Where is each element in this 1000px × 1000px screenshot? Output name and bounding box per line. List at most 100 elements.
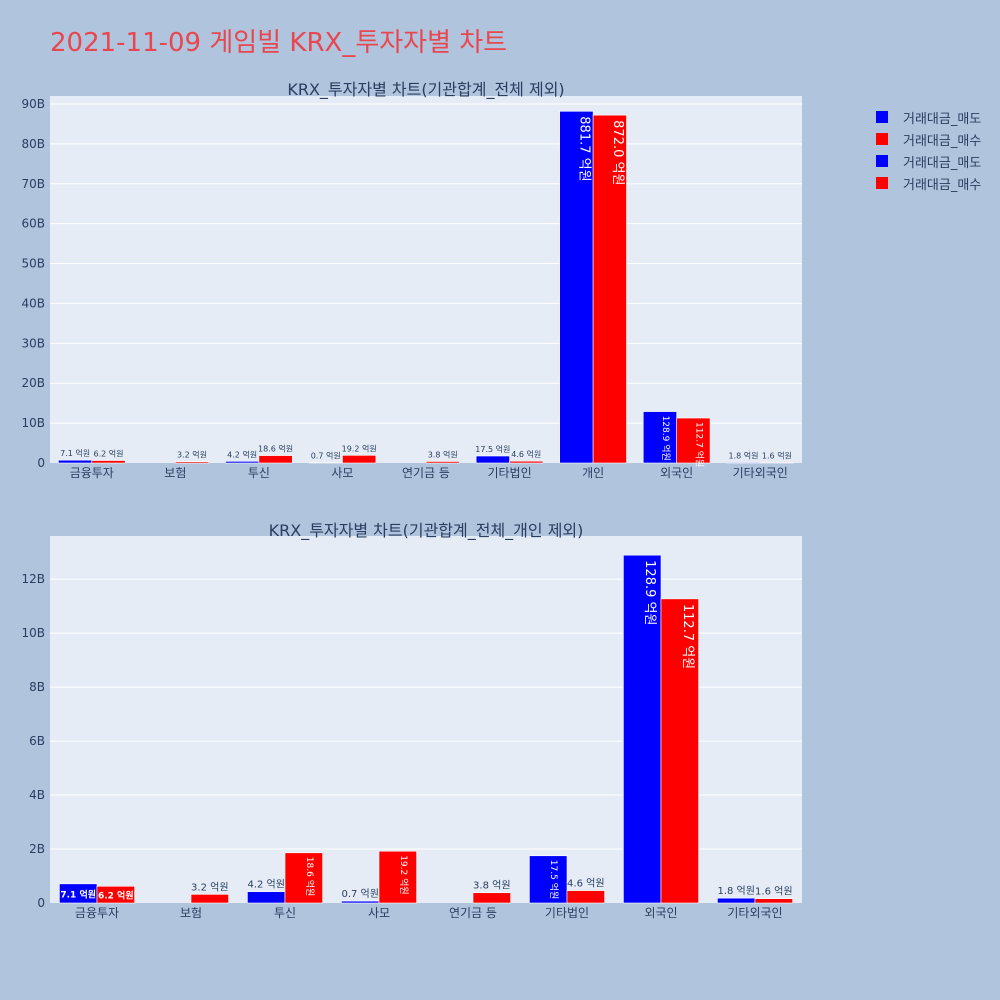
data-label: 872.0 억원 (610, 120, 625, 185)
x-tick-label: 외국인 (660, 466, 693, 480)
x-tick-label: 외국인 (644, 906, 677, 920)
data-label: 128.9 억원 (642, 560, 657, 625)
data-label: 4.6 억원 (567, 878, 604, 890)
bar-buy (472, 892, 511, 904)
legend-label: 거래대금_매수 (903, 133, 982, 149)
bar-buy (566, 890, 605, 904)
y-tick-label: 90B (21, 97, 45, 111)
y-tick-label: 20B (21, 376, 45, 390)
bar-sell (225, 461, 260, 464)
y-tick-label: 8B (29, 680, 45, 694)
bar-sell (475, 455, 510, 464)
x-tick-label: 보험 (180, 906, 202, 920)
chart-title: KRX_투자자별 차트(기관합계_전체_개인 제외) (269, 521, 584, 541)
x-tick-label: 보험 (164, 466, 186, 480)
bar-sell (341, 900, 380, 904)
data-label: 112.7 억원 (693, 422, 705, 467)
x-tick-label: 금융투자 (70, 466, 114, 480)
y-tick-label: 50B (21, 257, 45, 271)
x-tick-label: 기타외국인 (727, 906, 782, 920)
y-tick-label: 80B (21, 137, 45, 151)
plot-area (50, 96, 802, 463)
legend-label: 거래대금_매수 (903, 177, 982, 193)
chart-title: KRX_투자자별 차트(기관합계_전체 제외) (287, 80, 564, 100)
data-label: 19.2 억원 (398, 855, 410, 894)
y-tick-label: 4B (29, 788, 45, 802)
bar-buy (258, 455, 293, 464)
bar-buy (96, 885, 135, 904)
x-tick-label: 연기금 등 (449, 906, 497, 920)
bar-buy (759, 462, 794, 464)
y-tick-label: 10B (21, 416, 45, 430)
bar-buy (190, 894, 229, 904)
bar-buy (91, 460, 126, 464)
x-tick-label: 연기금 등 (402, 466, 450, 480)
bar-buy (660, 598, 699, 904)
bar-buy (676, 417, 711, 464)
bar-buy (754, 898, 793, 904)
data-label: 128.9 억원 (660, 416, 672, 461)
data-label: 4.2 억원 (227, 449, 257, 459)
x-tick-label: 기타법인 (487, 466, 531, 480)
bar-buy (509, 460, 544, 464)
y-tick-label: 6B (29, 734, 45, 748)
x-tick-label: 금융투자 (75, 906, 119, 920)
chart-2: 0 2B 4B 6B 8B 10B 12B KRX_투자자별 차트(기관합계_전체_개인 제외… (21, 521, 802, 920)
data-label: 4.6 억원 (511, 449, 541, 459)
legend-item-buy-1[interactable]: 거래대금_매수 (876, 128, 981, 150)
bar-sell (717, 897, 756, 904)
data-label: 19.2 억원 (342, 443, 377, 453)
legend-swatch (876, 133, 888, 145)
y-tick-label: 12B (21, 572, 45, 586)
legend-swatch (876, 155, 888, 167)
data-label: 4.2 억원 (247, 879, 284, 891)
y-tick-label: 0 (37, 896, 45, 910)
y-tick-label: 30B (21, 336, 45, 350)
data-label: 881.7 억원 (576, 116, 591, 181)
data-label: 1.6 억원 (762, 450, 792, 460)
legend-item-sell-2[interactable]: 거래대금_매도 (876, 150, 981, 172)
data-label: 17.5 억원 (475, 444, 510, 454)
bar-buy (592, 114, 627, 464)
data-label: 1.6 억원 (755, 886, 792, 898)
x-tick-label: 사모 (368, 906, 390, 920)
x-tick-label: 개인 (582, 466, 604, 480)
x-tick-label: 기타법인 (545, 906, 589, 920)
data-label: 3.2 억원 (191, 881, 228, 893)
data-label: 1.8 억원 (729, 450, 759, 460)
legend-swatch (876, 111, 888, 123)
y-tick-label: 2B (29, 842, 45, 856)
bar-buy (284, 852, 323, 904)
bar-sell (247, 891, 286, 904)
y-tick-label: 10B (21, 626, 45, 640)
data-label: 3.2 억원 (177, 450, 207, 460)
legend-item-buy-2[interactable]: 거래대금_매수 (876, 172, 981, 194)
legend-swatch (876, 177, 888, 189)
legend-label: 거래대금_매도 (903, 155, 982, 171)
bar-buy (425, 461, 460, 464)
bar-buy (175, 461, 210, 464)
y-tick-label: 40B (21, 296, 45, 310)
bar-buy (378, 850, 417, 904)
bar-sell (623, 554, 662, 904)
legend: 거래대금_매도 거래대금_매수 거래대금_매도 거래대금_매수 (876, 106, 981, 194)
x-tick-label: 사모 (331, 466, 353, 480)
y-tick-label: 60B (21, 217, 45, 231)
data-label: 0.7 억원 (311, 451, 341, 461)
bar-sell (529, 855, 568, 904)
bar-sell (726, 461, 761, 464)
data-label: 17.5 억원 (548, 860, 560, 899)
x-tick-label: 투신 (248, 466, 270, 480)
chart-1: 0 10B 20B 30B 40B 50B 60B 70B 80B 90B KRX_투자자별 차트(… (21, 80, 802, 480)
legend-label: 거래대금_매도 (903, 111, 982, 127)
x-tick-label: 투신 (274, 906, 296, 920)
data-label: 1.8 억원 (717, 885, 754, 897)
bar-sell (58, 459, 93, 464)
page-title: 2021-11-09 게임빌 KRX_투자자별 차트 (50, 28, 508, 58)
data-label: 6.2 억원 (93, 449, 123, 459)
data-label: 7.1 억원 (60, 888, 96, 900)
legend-item-sell-1[interactable]: 거래대금_매도 (876, 106, 981, 128)
data-label: 7.1 억원 (60, 448, 90, 458)
data-label: 3.8 억원 (428, 449, 458, 459)
